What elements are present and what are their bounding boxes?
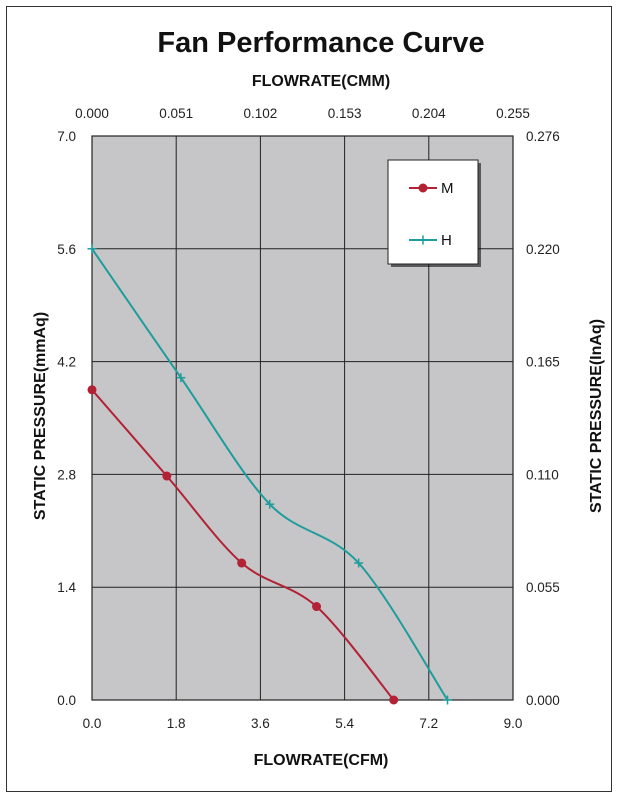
x2-tick-label: 0.255 <box>496 106 530 121</box>
x-tick-label: 3.6 <box>251 716 270 731</box>
tick-labels: 0.0 0.000 1.8 0.051 3.6 0.102 5.4 0.153 7.2 0.204… <box>57 106 560 731</box>
legend: MH <box>387 159 481 267</box>
y-tick-label: 0.0 <box>57 693 76 708</box>
x2-tick-label: 0.204 <box>412 106 446 121</box>
y2-tick-label: 0.276 <box>526 129 560 144</box>
y-tick-label: 4.2 <box>57 355 76 370</box>
chart-title: Fan Performance Curve <box>157 27 484 59</box>
x2-tick-label: 0.102 <box>244 106 278 121</box>
data-point-m <box>162 471 172 481</box>
y2-tick-label: 0.165 <box>526 355 560 370</box>
legend-label-m: M <box>441 180 454 197</box>
data-point-legend-h <box>418 235 428 245</box>
data-point-legend-m <box>418 183 428 193</box>
data-point-h <box>265 499 275 509</box>
grid-lines <box>92 136 513 700</box>
legend-box <box>387 159 479 265</box>
data-point-m <box>237 558 247 568</box>
y-tick-label: 7.0 <box>57 129 76 144</box>
data-point-h <box>443 695 453 705</box>
data-point-m <box>87 385 97 395</box>
right-y-axis-title: STATIC PRESSURE(InAq) <box>588 319 605 513</box>
left-y-axis-title: STATIC PRESSURE(mmAq) <box>32 312 49 520</box>
top-x-axis-title: FLOWRATE(CMM) <box>252 73 390 90</box>
x-tick-label: 7.2 <box>419 716 438 731</box>
x2-tick-label: 0.000 <box>75 106 109 121</box>
y-tick-label: 5.6 <box>57 242 76 257</box>
y2-tick-label: 0.055 <box>526 580 560 595</box>
series-lines <box>87 244 453 705</box>
y-tick-label: 1.4 <box>57 580 76 595</box>
data-point-h <box>176 373 186 383</box>
y2-tick-label: 0.220 <box>526 242 560 257</box>
data-point-h <box>87 244 97 254</box>
data-point-m <box>389 695 399 705</box>
x-tick-label: 0.0 <box>83 716 102 731</box>
data-point-m <box>312 602 322 612</box>
x-tick-label: 9.0 <box>504 716 523 731</box>
x2-tick-label: 0.153 <box>328 106 362 121</box>
plot-border <box>91 135 514 701</box>
y2-tick-label: 0.110 <box>526 467 559 482</box>
x2-tick-label: 0.051 <box>159 106 193 121</box>
x-tick-label: 5.4 <box>335 716 354 731</box>
y-tick-label: 2.8 <box>57 467 76 482</box>
y2-tick-label: 0.000 <box>526 693 560 708</box>
bottom-x-axis-title: FLOWRATE(CFM) <box>254 752 389 769</box>
x-tick-label: 1.8 <box>167 716 186 731</box>
data-point-h <box>354 558 364 568</box>
legend-label-h: H <box>441 232 452 249</box>
